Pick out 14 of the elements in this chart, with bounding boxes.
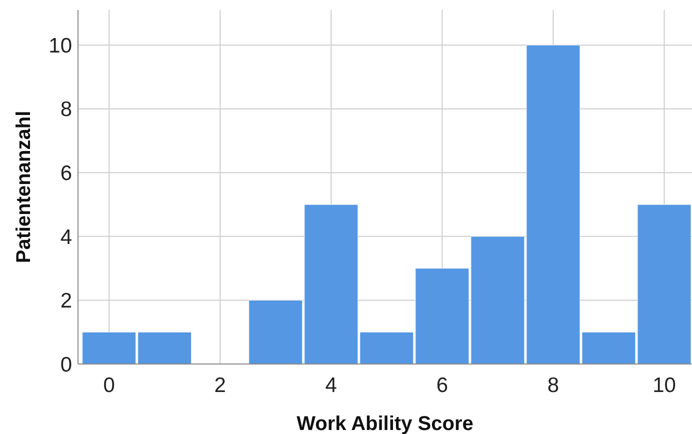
- y-tick-label: 6: [60, 162, 72, 185]
- y-tick-label: 4: [60, 226, 72, 249]
- y-axis-title: Patientenanzahl: [13, 110, 35, 264]
- y-tick-label: 10: [48, 34, 72, 58]
- y-tick-label: 0: [60, 353, 72, 376]
- x-axis-title: Work Ability Score: [296, 413, 474, 434]
- x-tick-label: 4: [325, 374, 338, 397]
- x-tick-label: 8: [547, 374, 560, 397]
- x-tick-label: 2: [214, 374, 226, 397]
- y-tick-label: 2: [60, 290, 72, 313]
- y-tick-label: 8: [60, 98, 72, 122]
- x-tick-label: 10: [652, 374, 676, 397]
- x-tick-label: 0: [103, 374, 115, 397]
- x-tick-label: 6: [436, 374, 448, 397]
